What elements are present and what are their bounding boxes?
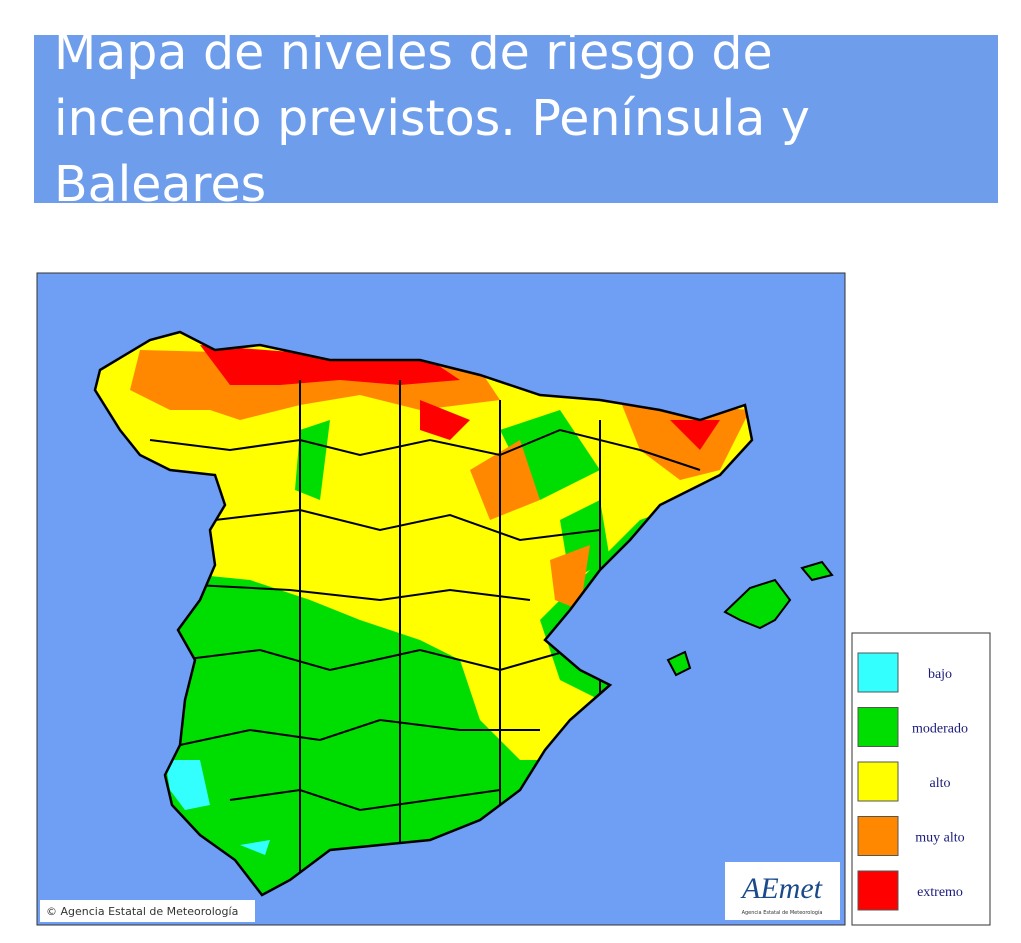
legend-items: bajo moderado alto muy alto extremo: [857, 652, 968, 911]
legend-swatch: [857, 761, 899, 802]
credit-box: [40, 900, 255, 922]
title-banner: Mapa de niveles de riesgo de incendio pr…: [34, 24, 998, 213]
legend-swatch: [857, 816, 899, 856]
legend-label: extremo: [917, 885, 963, 900]
coastline: [93, 330, 754, 897]
legend-swatch: [857, 707, 899, 747]
legend-swatch: [857, 652, 899, 693]
credit: © Agencia Estatal de Meteorología: [46, 905, 238, 918]
logo-box: [725, 862, 840, 920]
legend-swatch: [857, 870, 899, 911]
legend-label: bajo: [928, 667, 952, 682]
logo-subtitle: Agencia Estatal de Meteorología: [742, 909, 823, 916]
logo: AEmet: [740, 872, 823, 905]
legend-label: moderado: [912, 722, 968, 737]
legend-label: alto: [930, 776, 951, 791]
balearic-islands: [666, 560, 834, 677]
legend-label: muy alto: [915, 831, 964, 846]
title: Mapa de niveles de riesgo de incendio pr…: [54, 24, 810, 213]
